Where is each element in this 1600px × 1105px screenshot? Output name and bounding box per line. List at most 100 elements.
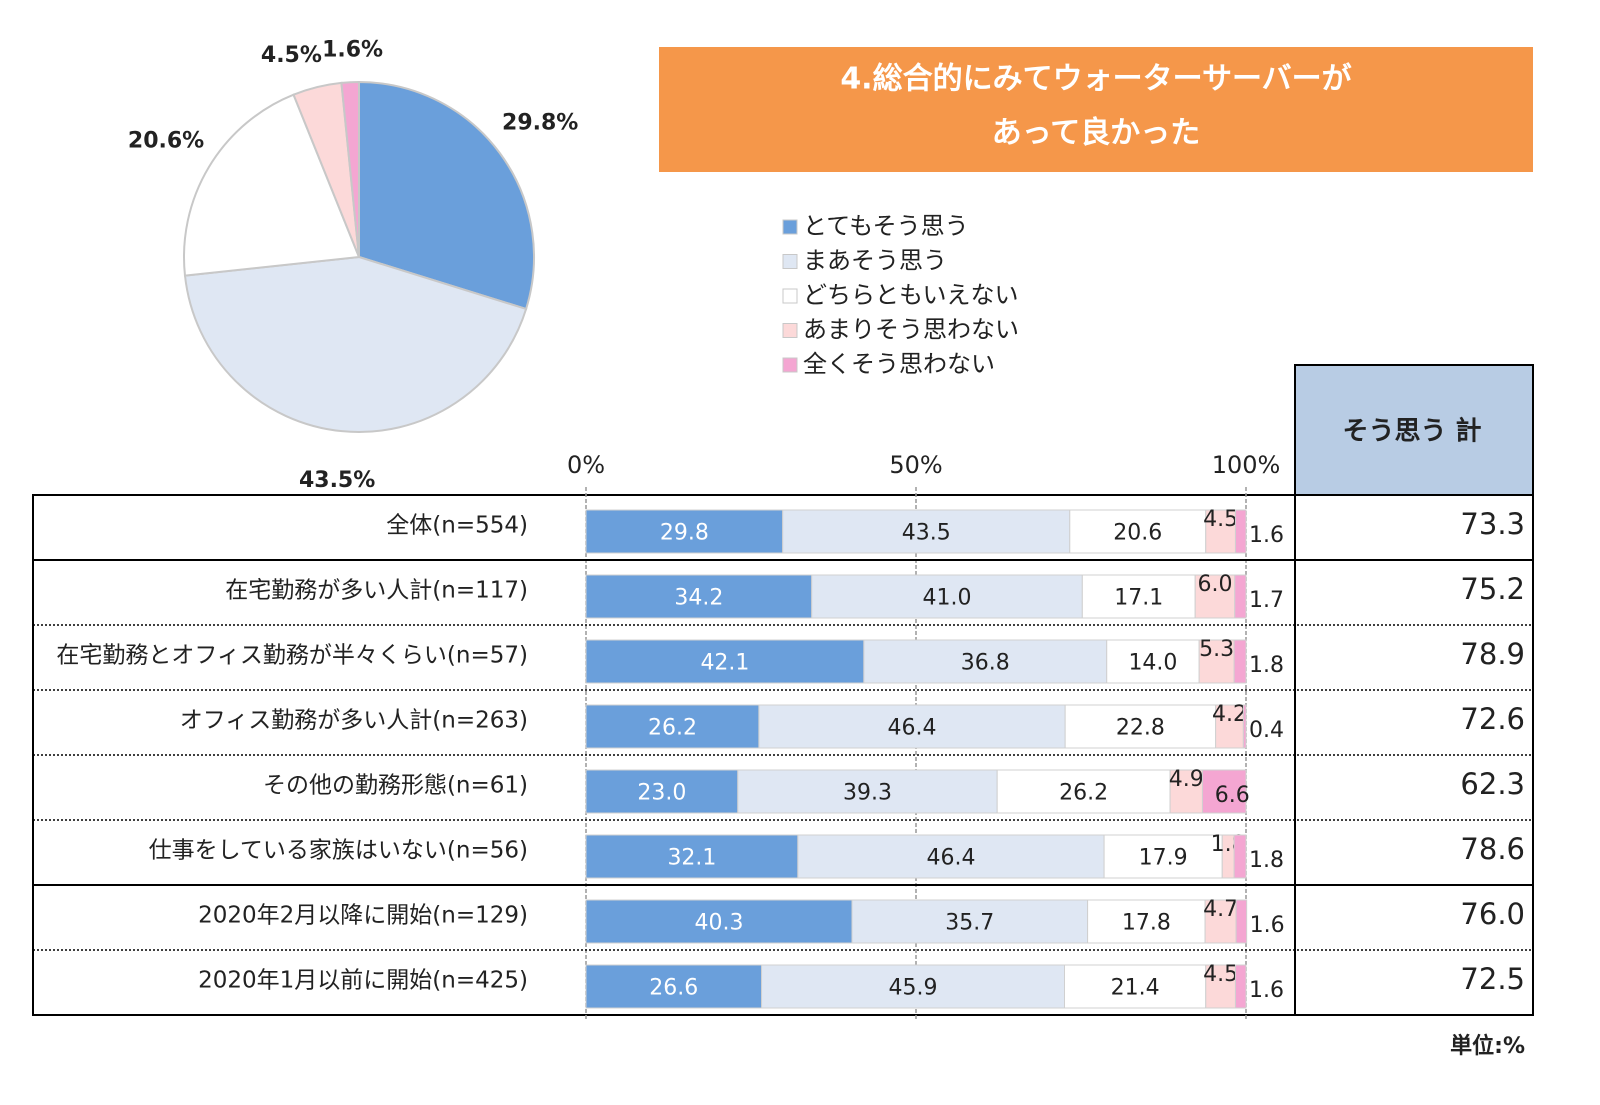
pie-label: 20.6% — [128, 128, 204, 153]
bar-label: 4.2 — [1212, 702, 1247, 727]
legend-swatch — [782, 323, 798, 338]
bar-label: 5.3 — [1199, 637, 1234, 662]
bar-label: 17.9 — [1139, 846, 1188, 871]
bar-label: 22.8 — [1116, 716, 1165, 741]
bar-label: 26.2 — [648, 716, 697, 741]
bar-label: 17.1 — [1114, 586, 1163, 611]
bar-label: 41.0 — [923, 586, 972, 611]
x-tick-label: 50% — [889, 451, 942, 479]
bar-label: 21.4 — [1111, 976, 1160, 1001]
bar-label: 40.3 — [694, 911, 743, 936]
pie-label: 1.6% — [322, 37, 383, 62]
row-label: 2020年1月以前に開始(n=425) — [198, 968, 528, 994]
bar-segment — [585, 834, 799, 879]
bar-label: 20.6 — [1113, 521, 1162, 546]
bar-segment — [1233, 639, 1247, 684]
bar-label: 14.0 — [1128, 651, 1177, 676]
pie-slice — [358, 80, 535, 311]
bar-label: 1.7 — [1249, 588, 1284, 613]
bar-label: 43.5 — [902, 521, 951, 546]
bar-segment — [1201, 769, 1247, 814]
bar-segment — [863, 639, 1108, 684]
bar-label: 36.8 — [961, 651, 1010, 676]
bar-segment — [761, 964, 1065, 1009]
bar-segment — [851, 899, 1089, 944]
bar-segment — [1198, 639, 1235, 684]
bar-label: 1.6 — [1249, 523, 1284, 548]
bar-segment — [758, 704, 1066, 749]
row-label: 仕事をしている家族はいない(n=56) — [149, 838, 528, 864]
bar-label: 0.4 — [1249, 718, 1284, 743]
title-box — [659, 47, 1533, 172]
bar-label: 45.9 — [889, 976, 938, 1001]
unit-note: 単位:% — [1450, 1033, 1525, 1059]
bar-segment — [996, 769, 1171, 814]
bar-label: 46.4 — [926, 846, 975, 871]
bar-segment — [1234, 509, 1247, 554]
pie-slice — [183, 93, 361, 277]
bar-segment — [585, 769, 739, 814]
bar-label: 4.5 — [1203, 962, 1238, 987]
bar-label: 6.0 — [1197, 572, 1232, 597]
pie-slice — [340, 80, 360, 258]
bar-segment — [585, 574, 813, 619]
bar-label: 4.9 — [1169, 767, 1204, 792]
bar-segment — [797, 834, 1105, 879]
bar-segment — [585, 704, 760, 749]
legend-swatch — [782, 219, 798, 235]
row-label: オフィス勤務が多い人計(n=263) — [180, 708, 528, 734]
x-tick-label: 100% — [1212, 451, 1281, 479]
bar-segment — [1235, 899, 1248, 944]
bar-label: 35.7 — [945, 911, 994, 936]
bar-label: 4.7 — [1203, 897, 1238, 922]
bar-label: 46.4 — [888, 716, 937, 741]
total-value: 72.6 — [1460, 702, 1525, 736]
bar-label: 39.3 — [843, 781, 892, 806]
bar-segment — [1234, 574, 1247, 619]
bar-segment — [1233, 834, 1247, 879]
total-value: 78.9 — [1460, 637, 1525, 671]
pie-label: 4.5% — [261, 43, 322, 68]
row-label: 2020年2月以降に開始(n=129) — [198, 903, 528, 929]
bar-label: 1.8 — [1249, 653, 1284, 678]
bar-label: 1.6 — [1250, 913, 1285, 938]
total-value: 72.5 — [1460, 962, 1525, 996]
legend-label: どちらともいえない — [803, 281, 1019, 309]
bar-label: 26.6 — [649, 976, 698, 1001]
bar-segment — [1234, 964, 1247, 1009]
x-tick-label: 0% — [567, 451, 605, 479]
bar-segment — [585, 964, 763, 1009]
bar-label: 23.0 — [637, 781, 686, 806]
bar-label: 1.6 — [1249, 978, 1284, 1003]
bar-label: 6.6 — [1215, 783, 1250, 808]
pie-label: 29.8% — [502, 111, 578, 136]
chart-title: あって良かった — [992, 116, 1201, 151]
legend-swatch — [782, 357, 798, 373]
total-value: 78.6 — [1460, 832, 1525, 866]
bar-segment — [1081, 574, 1196, 619]
legend-swatch — [782, 288, 798, 304]
totals-header: そう思う 計 — [1342, 416, 1481, 447]
pie-label: 43.5% — [299, 468, 375, 493]
legend-label: とてもそう思う — [803, 212, 969, 240]
legend-label: まあそう思う — [803, 247, 947, 275]
bar-segment — [585, 639, 865, 684]
bar-label: 29.8 — [660, 521, 709, 546]
bar-segment — [585, 509, 784, 554]
bar-segment — [1106, 639, 1200, 684]
total-value: 76.0 — [1460, 897, 1525, 931]
bar-label: 26.2 — [1059, 781, 1108, 806]
legend-label: 全くそう思わない — [803, 350, 995, 378]
bar-label: 34.2 — [674, 586, 723, 611]
bar-segment — [1205, 509, 1236, 554]
bar-label: 42.1 — [700, 651, 749, 676]
bar-segment — [1087, 899, 1206, 944]
bar-segment — [585, 899, 853, 944]
bar-segment — [1242, 704, 1247, 749]
row-label: その他の勤務形態(n=61) — [263, 773, 528, 799]
bar-label: 32.1 — [667, 846, 716, 871]
pie-slice — [183, 255, 528, 433]
bar-segment — [782, 509, 1071, 554]
totals-header-bg — [1296, 366, 1532, 494]
